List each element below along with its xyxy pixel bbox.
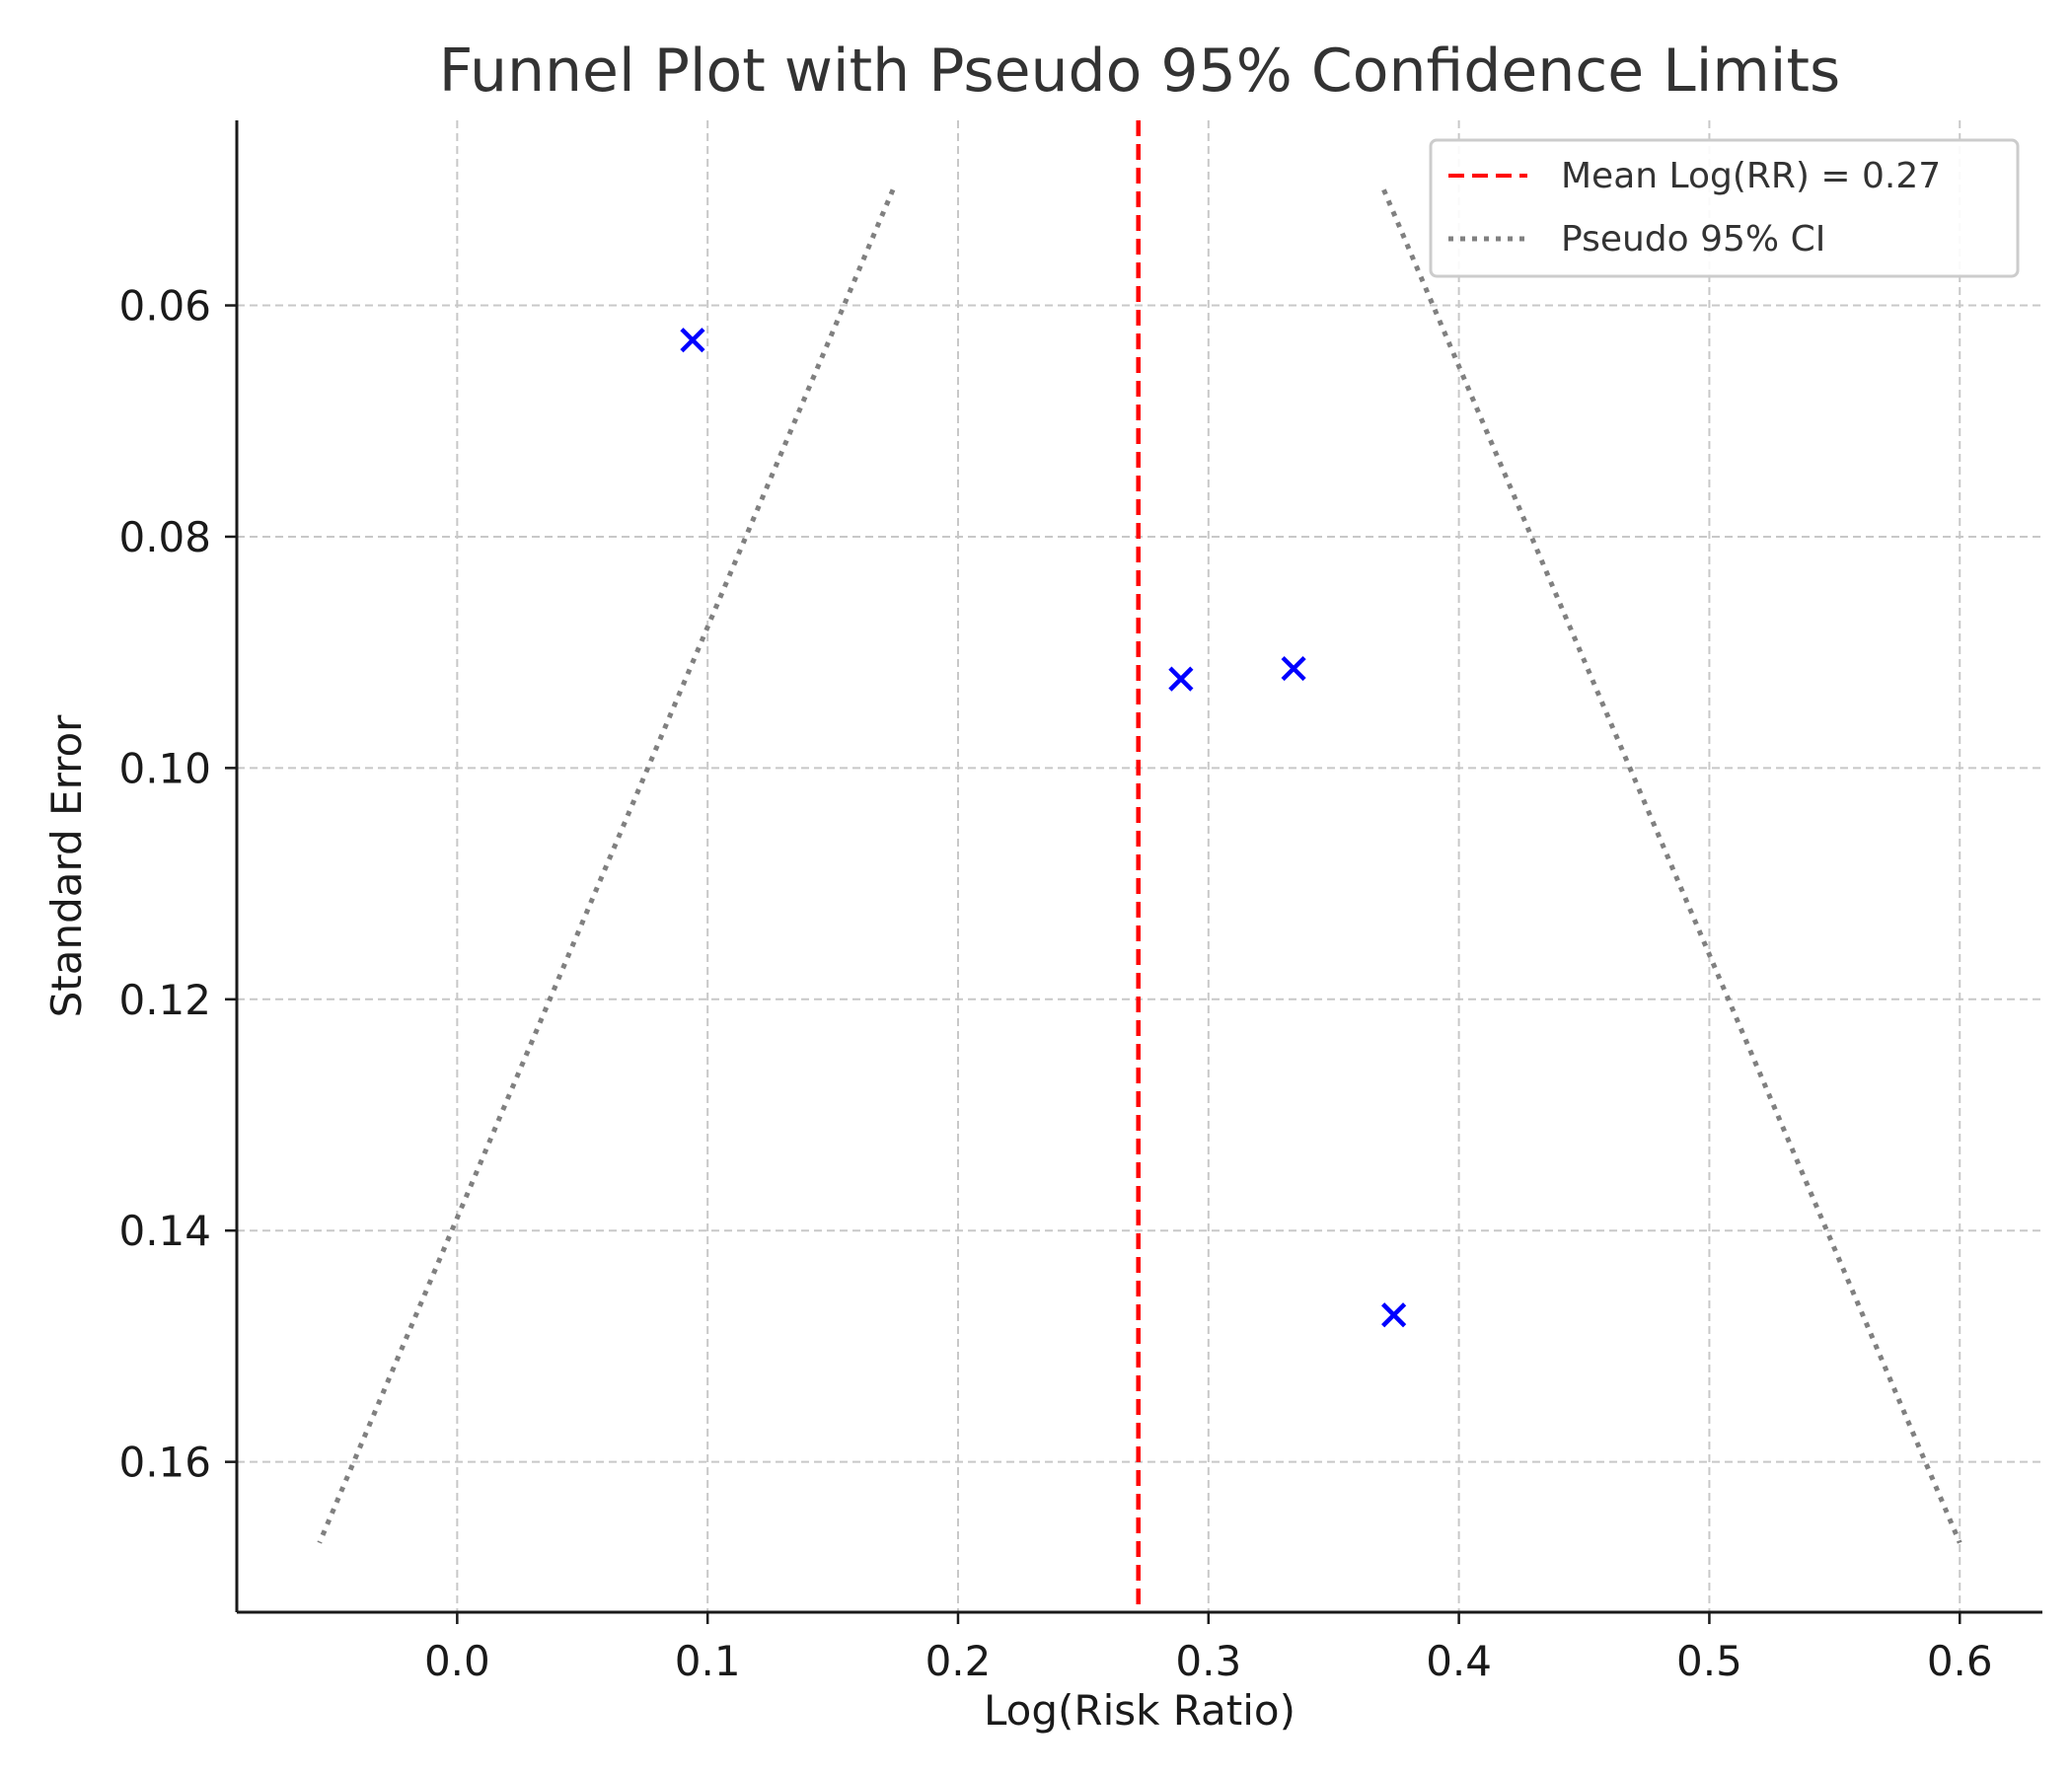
y-axis-label: Standard Error [42, 714, 91, 1018]
x-tick-label: 0.1 [675, 1637, 741, 1685]
legend-mean-label: Mean Log(RR) = 0.27 [1561, 156, 1941, 196]
x-axis-label: Log(Risk Ratio) [984, 1686, 1295, 1735]
x-tick-label: 0.6 [1927, 1637, 1993, 1685]
y-tick-label: 0.10 [118, 744, 211, 792]
data-point [1381, 1302, 1407, 1328]
legend-box [1429, 138, 2020, 278]
y-tick-label: 0.08 [118, 513, 211, 561]
legend-ci-label: Pseudo 95% CI [1561, 219, 1825, 259]
x-tick-label: 0.4 [1426, 1637, 1492, 1685]
axes [225, 120, 2042, 1624]
tick-labels: 0.0 0.1 0.2 0.3 0.4 0.5 0.6 0.06 0.08 0.10 0.12 0.1… [118, 282, 1992, 1685]
y-tick-label: 0.14 [118, 1207, 211, 1255]
data-point [1281, 655, 1306, 682]
x-tick-label: 0.2 [925, 1637, 992, 1685]
ci-lines [317, 188, 1962, 1544]
ci-line-right [1381, 188, 1962, 1544]
ci-line-left [317, 188, 896, 1544]
legend: Mean Log(RR) = 0.27 Pseudo 95% CI [1429, 138, 2020, 278]
x-tick-label: 0.3 [1175, 1637, 1241, 1685]
data-point [1168, 666, 1194, 692]
y-tick-label: 0.06 [118, 282, 211, 331]
chart-title: Funnel Plot with Pseudo 95% Confidence L… [439, 37, 1841, 106]
x-tick-label: 0.5 [1676, 1637, 1742, 1685]
x-tick-label: 0.0 [424, 1637, 490, 1685]
data-points [680, 328, 1407, 1328]
data-point [680, 328, 705, 353]
y-tick-label: 0.16 [118, 1439, 211, 1487]
y-tick-label: 0.12 [118, 976, 211, 1024]
